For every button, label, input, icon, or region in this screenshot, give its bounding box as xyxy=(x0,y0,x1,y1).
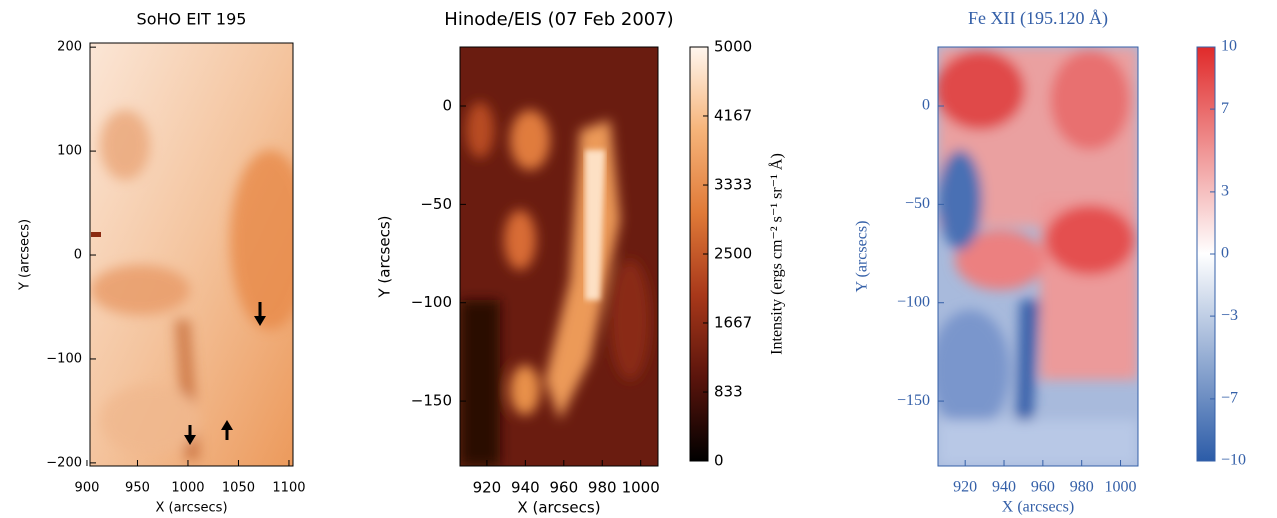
colorbar-tick-label: 5000 xyxy=(714,38,752,56)
colorbar-tick-label: −3 xyxy=(1221,307,1238,324)
x-tick-label: 940 xyxy=(511,479,540,497)
colorbar-label: Intensity (ergs cm⁻² s⁻¹ sr⁻¹ Å) xyxy=(768,153,786,355)
panel-title: SoHO EIT 195 xyxy=(137,10,247,29)
x-tick-label: 950 xyxy=(125,481,150,496)
y-tick-label: 0 xyxy=(442,97,452,115)
colorbar-tick-label: 4167 xyxy=(714,106,752,124)
panel-title: Fe XII (195.120 Å) xyxy=(968,8,1108,29)
x-axis-label: X (arcsecs) xyxy=(155,501,227,516)
y-tick-label: −150 xyxy=(897,392,930,409)
colorbar-tick-label: 0 xyxy=(714,452,724,470)
x-tick-label: 960 xyxy=(549,479,578,497)
colorbar-tick-label: 2500 xyxy=(714,245,752,263)
y-axis-label: Y (arcsecs) xyxy=(376,215,394,298)
x-tick-label: 1050 xyxy=(222,481,255,496)
y-tick-label: −50 xyxy=(905,195,930,212)
x-tick-label: 1000 xyxy=(622,479,660,497)
colorbar-tick-label: −10 xyxy=(1221,452,1246,469)
x-tick-label: 1100 xyxy=(272,481,305,496)
y-tick-label: −100 xyxy=(897,293,930,310)
x-tick-label: 920 xyxy=(953,479,977,496)
y-tick-label: −100 xyxy=(46,351,82,366)
velocity-image xyxy=(930,47,1138,466)
x-tick-label: 900 xyxy=(75,481,100,496)
colorbar-tick-label: −7 xyxy=(1221,390,1238,407)
y-tick-label: −100 xyxy=(411,293,452,311)
y-tick-label: −150 xyxy=(411,392,452,410)
panel-title: Hinode/EIS (07 Feb 2007) xyxy=(444,9,673,30)
colorbar-tick-label: 3 xyxy=(1221,183,1229,200)
y-tick-label: 0 xyxy=(922,97,930,114)
y-tick-label: −50 xyxy=(420,195,452,213)
x-tick-label: 940 xyxy=(992,479,1016,496)
colorbar-tick-label: 1667 xyxy=(714,313,752,331)
colorbar-tick-label: 0 xyxy=(1221,245,1229,262)
colorbar-tick-label: 10 xyxy=(1221,38,1237,55)
x-tick-label: 1000 xyxy=(171,481,204,496)
x-tick-label: 980 xyxy=(1070,479,1094,496)
colorbar-tick-label: 7 xyxy=(1221,100,1229,117)
x-axis-label: X (arcsecs) xyxy=(1002,499,1074,516)
x-tick-label: 1000 xyxy=(1105,479,1137,496)
x-axis-label: X (arcsecs) xyxy=(517,499,600,517)
y-axis-label: Y (arcsecs) xyxy=(18,219,33,291)
figure: SoHO EIT 195900950100010501100−200−10001… xyxy=(0,0,1277,518)
y-axis-label: Y (arcsecs) xyxy=(854,221,871,293)
colorbar-tick-label: 3333 xyxy=(714,176,752,194)
page: {"chart_data": [ {"type": "image", "titl… xyxy=(0,0,1277,518)
x-tick-label: 920 xyxy=(473,479,502,497)
x-tick-label: 980 xyxy=(588,479,617,497)
y-tick-label: 200 xyxy=(57,40,82,55)
eis-intensity-image xyxy=(460,47,658,466)
y-tick-label: 0 xyxy=(74,248,82,263)
y-tick-label: −200 xyxy=(46,455,82,470)
eit-image xyxy=(90,43,310,466)
y-tick-label: 100 xyxy=(57,144,82,159)
colorbar-tick-label: 833 xyxy=(714,383,743,401)
x-tick-label: 960 xyxy=(1031,479,1055,496)
